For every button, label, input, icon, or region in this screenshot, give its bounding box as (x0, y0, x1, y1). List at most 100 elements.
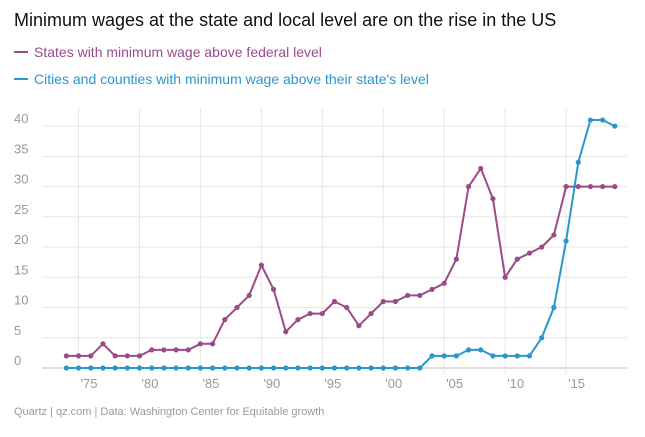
data-point-states (283, 329, 289, 335)
data-point-cities (612, 123, 618, 129)
data-point-cities (173, 365, 179, 371)
data-point-cities (563, 238, 569, 244)
legend-item-cities: Cities and counties with minimum wage ab… (14, 71, 429, 87)
y-tick-label: 25 (14, 202, 28, 217)
data-point-cities (63, 365, 69, 371)
series-line-cities (66, 119, 616, 369)
data-point-cities (307, 365, 313, 371)
data-point-cities (270, 365, 277, 371)
data-point-cities (465, 347, 472, 353)
data-point-cities (539, 335, 545, 341)
data-point-states (356, 323, 362, 329)
data-point-cities (502, 353, 508, 359)
x-tick-label: '75 (81, 376, 98, 391)
data-point-cities (368, 365, 374, 371)
y-tick-label: 5 (14, 323, 21, 338)
data-point-states (368, 310, 374, 317)
data-point-cities (197, 365, 204, 371)
legend-item-states: States with minimum wage above federal l… (14, 44, 322, 60)
data-point-cities (331, 365, 338, 371)
data-point-states (295, 317, 301, 323)
x-tick-label: '15 (568, 376, 585, 391)
y-tick-label: 0 (14, 353, 21, 368)
data-point-cities (344, 365, 350, 371)
chart-title: Minimum wages at the state and local lev… (14, 10, 557, 30)
data-point-cities (234, 365, 240, 371)
data-point-cities (246, 365, 252, 371)
data-point-cities (75, 365, 82, 371)
data-point-states (478, 165, 484, 172)
series-line-states (66, 167, 615, 357)
data-point-states (526, 250, 533, 256)
data-point-states (344, 304, 350, 311)
data-point-cities (356, 365, 362, 371)
legend-swatch-cities (14, 78, 28, 80)
data-point-cities (405, 365, 411, 371)
data-point-states (161, 347, 167, 353)
data-point-states (405, 292, 411, 299)
data-point-states (88, 353, 94, 359)
data-point-cities (490, 353, 496, 359)
data-point-states (307, 310, 313, 317)
data-point-states (514, 256, 520, 262)
data-point-states (136, 353, 143, 359)
data-point-cities (88, 365, 94, 371)
data-point-states (331, 298, 338, 305)
data-point-states (392, 298, 399, 305)
data-point-cities (429, 353, 435, 359)
data-point-states (258, 262, 264, 268)
data-point-states (453, 256, 459, 262)
data-point-cities (514, 353, 520, 359)
data-point-states (429, 286, 435, 292)
y-tick-label: 10 (14, 293, 28, 308)
data-point-states (587, 183, 594, 190)
y-tick-label: 20 (14, 232, 28, 247)
data-point-states (75, 353, 82, 359)
data-point-states (270, 286, 277, 292)
y-tick-label: 35 (14, 141, 28, 156)
data-point-states (197, 341, 204, 347)
legend-label-cities: Cities and counties with minimum wage ab… (34, 71, 429, 87)
data-point-cities (392, 365, 399, 371)
data-point-states (465, 183, 472, 190)
data-point-states (100, 341, 106, 347)
data-point-states (490, 196, 496, 202)
data-point-states (319, 310, 325, 317)
data-point-cities (295, 365, 301, 371)
data-point-cities (100, 365, 106, 371)
data-point-states (575, 183, 581, 190)
source-note: Quartz | qz.com | Data: Washington Cente… (14, 406, 325, 418)
legend-label-states: States with minimum wage above federal l… (34, 44, 322, 60)
data-point-cities (161, 365, 167, 371)
data-point-cities (124, 365, 130, 371)
y-tick-label: 15 (14, 262, 28, 277)
data-point-states (222, 317, 228, 323)
data-point-states (380, 298, 386, 305)
data-point-cities (136, 365, 143, 371)
data-point-states (185, 347, 191, 353)
data-point-states (563, 183, 569, 190)
data-point-cities (380, 365, 386, 371)
y-tick-label: 40 (14, 111, 28, 126)
x-tick-label: '05 (446, 376, 463, 391)
data-point-cities (526, 353, 533, 359)
data-point-cities (222, 365, 228, 371)
x-tick-label: '00 (385, 376, 402, 391)
x-tick-label: '80 (142, 376, 159, 391)
data-point-states (417, 292, 423, 299)
data-point-cities (149, 365, 155, 371)
y-tick-label: 30 (14, 172, 28, 187)
data-point-states (502, 274, 508, 280)
data-point-states (612, 183, 618, 190)
data-point-cities (441, 353, 447, 359)
data-point-cities (478, 347, 484, 353)
data-point-states (234, 304, 240, 311)
data-point-cities (417, 365, 423, 371)
data-point-cities (575, 159, 581, 165)
data-point-states (63, 353, 69, 359)
x-tick-label: '90 (263, 376, 280, 391)
data-point-cities (258, 365, 264, 371)
data-point-cities (600, 117, 606, 123)
data-point-states (551, 232, 557, 238)
